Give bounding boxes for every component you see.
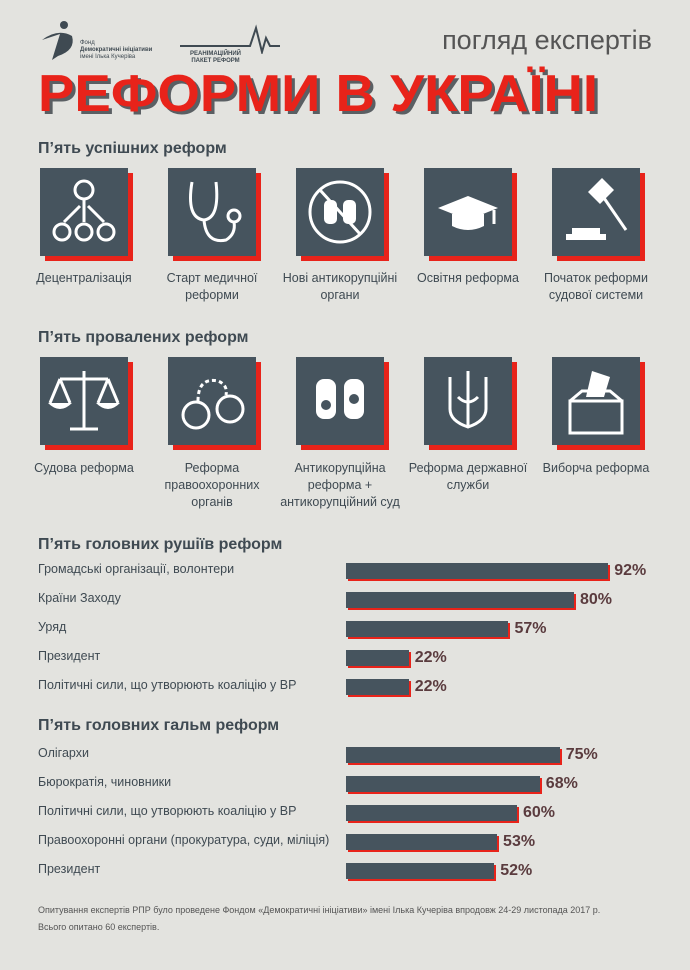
trident-tile — [424, 357, 512, 445]
page-title: РЕФОРМИ В УКРАЇНІ — [38, 65, 599, 123]
bar-value-label: 80% — [580, 591, 613, 608]
logo-line: імені Ілька Кучеріва — [80, 54, 136, 60]
tile-caption: Децентралізація — [36, 271, 132, 285]
tile-caption: Антикорупційна реформа + антикорупційний… — [280, 461, 400, 509]
bar — [346, 863, 495, 879]
bar-category-label: Правоохоронні органи (прокуратура, суди,… — [38, 833, 330, 847]
bar — [346, 834, 498, 850]
bar-value-label: 57% — [514, 620, 547, 637]
footnote: Опитування експертів РПР було проведене … — [38, 902, 600, 936]
bar — [346, 805, 517, 821]
logo-line: Фонд — [80, 40, 95, 46]
logo-line: Демократичні ініціативи — [80, 47, 153, 53]
decentralization-tile — [40, 168, 128, 256]
bar-category-label: Політичні сили, що утворюють коаліцію у … — [38, 804, 297, 818]
bar-value-label: 22% — [414, 649, 447, 666]
chart-title: П’ять головних рушіїв реформ — [38, 536, 283, 553]
graduation-cap-tile — [424, 168, 512, 256]
tile-caption: Реформа державної служби — [408, 461, 528, 492]
bar-category-label: Уряд — [38, 620, 67, 634]
bar — [346, 747, 560, 763]
stethoscope-icon — [189, 181, 242, 243]
ballot-box-tile — [552, 357, 640, 445]
graduation-cap-icon — [438, 196, 498, 230]
section-heading: П’ять успішних реформ — [38, 140, 227, 157]
bar-value-label: 68% — [545, 775, 578, 792]
scales-icon — [48, 371, 120, 431]
logo-line: РЕАНІМАЦІЙНИЙ — [190, 51, 241, 57]
gavel-tile — [552, 168, 640, 256]
gavel-icon — [566, 178, 628, 240]
dif-logo-text: Фонд Демократичні ініціативи імені Ілька… — [80, 40, 152, 61]
trident-icon — [448, 371, 488, 429]
logo-line: ПАКЕТ РЕФОРМ — [191, 58, 240, 64]
bar-category-label: Бюрократія, чиновники — [38, 775, 172, 789]
tile-caption: Судова реформа — [34, 461, 134, 475]
bar-category-label: Олігархи — [38, 746, 89, 760]
footnote-line: Опитування експертів РПР було проведене … — [38, 905, 601, 915]
bar — [346, 679, 409, 695]
tile-caption: Виборча реформа — [542, 461, 650, 475]
bar-value-label: 75% — [565, 746, 598, 763]
section-heading: П’ять провалених реформ — [38, 329, 249, 346]
bar — [346, 563, 609, 579]
footnote-line: Всього опитано 60 експертів. — [38, 922, 160, 932]
dirty-hands-icon — [316, 379, 364, 419]
bar-value-label: 52% — [500, 862, 533, 879]
bar — [346, 621, 509, 637]
rpr-logo-text: РЕАНІМАЦІЙНИЙ ПАКЕТ РЕФОРМ — [190, 51, 241, 65]
bar-value-label: 60% — [523, 804, 556, 821]
bar-category-label: Президент — [38, 649, 101, 663]
bar-value-label: 92% — [614, 562, 647, 579]
no-bribe-hands-tile — [296, 168, 384, 256]
bar-category-label: Країни Заходу — [38, 591, 121, 605]
tile-caption: Освітня реформа — [417, 271, 519, 285]
no-bribe-hands-icon — [308, 180, 372, 244]
tile-caption: Реформа правоохоронних органів — [164, 461, 260, 509]
tile-caption: Початок реформи судової системи — [544, 271, 648, 302]
subtitle: погляд експертів — [442, 25, 652, 55]
chart-title: П’ять головних гальм реформ — [38, 717, 280, 734]
ballot-box-icon — [568, 371, 624, 435]
tile-caption: Нові антикорупційні органи — [282, 271, 398, 302]
bar-category-label: Політичні сили, що утворюють коаліцію у … — [38, 678, 297, 692]
heartbeat-logo-icon — [180, 24, 280, 54]
scales-tile — [40, 357, 128, 445]
dif-logo-icon — [42, 21, 73, 60]
handcuffs-tile — [168, 357, 256, 445]
dirty-hands-tile — [296, 357, 384, 445]
bar-value-label: 22% — [414, 678, 447, 695]
stethoscope-tile — [168, 168, 256, 256]
bar — [346, 592, 574, 608]
handcuffs-icon — [181, 378, 245, 430]
bar-category-label: Президент — [38, 862, 101, 876]
bar — [346, 650, 409, 666]
tile-caption: Старт медичної реформи — [166, 271, 258, 302]
bar-category-label: Громадські організації, волонтери — [38, 562, 235, 576]
bar — [346, 776, 540, 792]
decentralization-icon — [52, 179, 116, 242]
bar-value-label: 53% — [503, 833, 536, 850]
